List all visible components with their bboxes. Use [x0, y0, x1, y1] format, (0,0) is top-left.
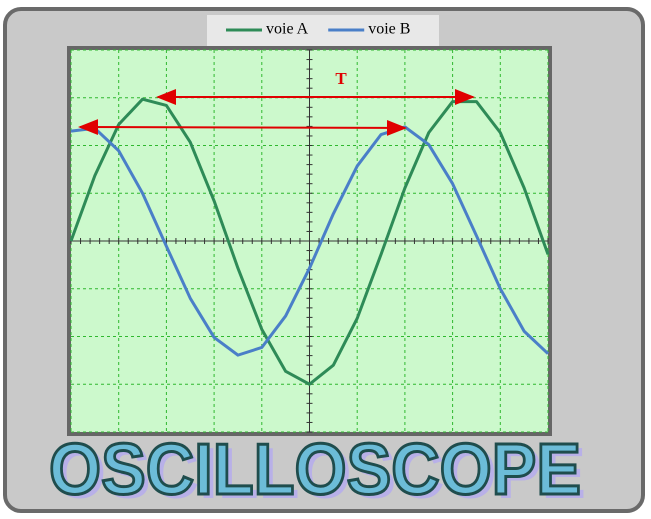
series-line [70, 125, 550, 357]
legend-label: voie A [266, 21, 309, 38]
banner-shadow: OSCILLOSCOPE [54, 434, 586, 514]
legend-label: voie B [368, 21, 410, 38]
period-arrow [78, 119, 407, 136]
banner: OSCILLOSCOPE [49, 430, 581, 510]
annotation: T [335, 69, 347, 88]
